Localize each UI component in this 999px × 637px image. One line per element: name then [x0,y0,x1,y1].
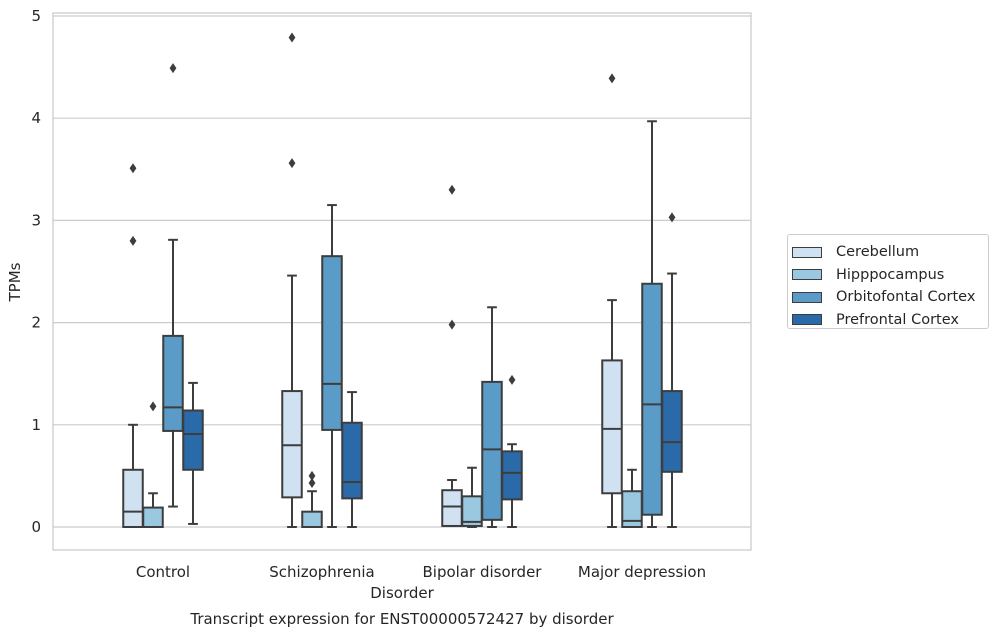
box-2-3 [641,120,663,528]
box-body [481,380,503,521]
outlier-point [608,73,616,84]
y-tick-label: 1 [31,416,41,434]
box-body [501,450,523,501]
box-body [281,390,303,499]
y-tick-labels: 0 1 2 3 4 5 [31,7,41,536]
x-tick-label: Schizophrenia [269,563,374,581]
box-2-1 [321,204,343,528]
box-1-0 [142,401,164,528]
outlier-point [288,32,296,43]
x-tick-label: Control [136,563,190,581]
outlier-point [129,235,137,246]
legend-swatch [792,269,822,281]
outlier-point [149,401,157,412]
y-axis-label: TPMs [6,262,24,302]
box-body [182,409,204,471]
box-plot-marks [122,32,683,529]
legend-item-orbitofrontal-cortex: Orbitofontal Cortex [792,286,988,309]
outlier-point [288,158,296,169]
legend-item-prefrontal-cortex: Prefrontal Cortex [792,309,988,332]
box-1-2 [461,466,483,528]
box-body [301,510,323,529]
legend-label: Hipppocampus [836,266,945,283]
box-1-3 [621,468,643,529]
box-body [122,468,144,529]
y-tick-label: 2 [31,314,41,332]
box-1-1 [301,470,323,529]
box-body [641,282,663,516]
outlier-point [668,212,676,223]
legend-item-cerebellum: Cerebellum [792,241,988,264]
box-body [321,255,343,431]
legend-label: Cerebellum [836,244,920,261]
box-3-0 [182,381,204,525]
box-3-2 [501,374,523,528]
box-2-0 [162,63,184,508]
outlier-point [308,478,316,489]
box-0-0 [122,163,144,529]
legend-item-hippocampus: Hipppocampus [792,264,988,287]
box-body [661,390,683,473]
chart-title: Transcript expression for ENST0000057242… [189,610,614,628]
plot-frame [52,12,752,551]
legend-swatch [792,314,822,326]
legend: Cerebellum Hipppocampus Orbitofontal Cor… [787,234,989,329]
box-body [142,506,164,528]
box-body [441,489,463,527]
outlier-point [448,319,456,330]
x-axis-label: Disorder [370,584,434,602]
y-tick-label: 5 [31,7,41,25]
outlier-point [169,63,177,74]
outlier-point [508,374,516,385]
box-2-2 [481,306,503,528]
legend-label: Prefrontal Cortex [836,311,959,328]
box-body [341,421,363,500]
box-0-1 [281,32,303,528]
box-3-3 [661,212,683,528]
x-tick-labels: Control Schizophrenia Bipolar disorder Majo… [136,563,706,581]
outlier-point [308,470,316,481]
box-0-2 [441,184,463,527]
outlier-point [448,184,456,195]
legend-swatch [792,291,822,303]
outlier-point [129,163,137,174]
box-3-1 [341,391,363,528]
x-tick-label: Bipolar disorder [423,563,543,581]
legend-swatch [792,246,822,258]
y-tick-label: 0 [31,518,41,536]
box-0-3 [601,73,623,528]
y-tick-label: 4 [31,109,41,127]
box-body [162,334,184,432]
legend-label: Orbitofontal Cortex [836,289,976,306]
x-tick-label: Major depression [578,563,706,581]
y-tick-label: 3 [31,211,41,229]
box-body [601,359,623,495]
